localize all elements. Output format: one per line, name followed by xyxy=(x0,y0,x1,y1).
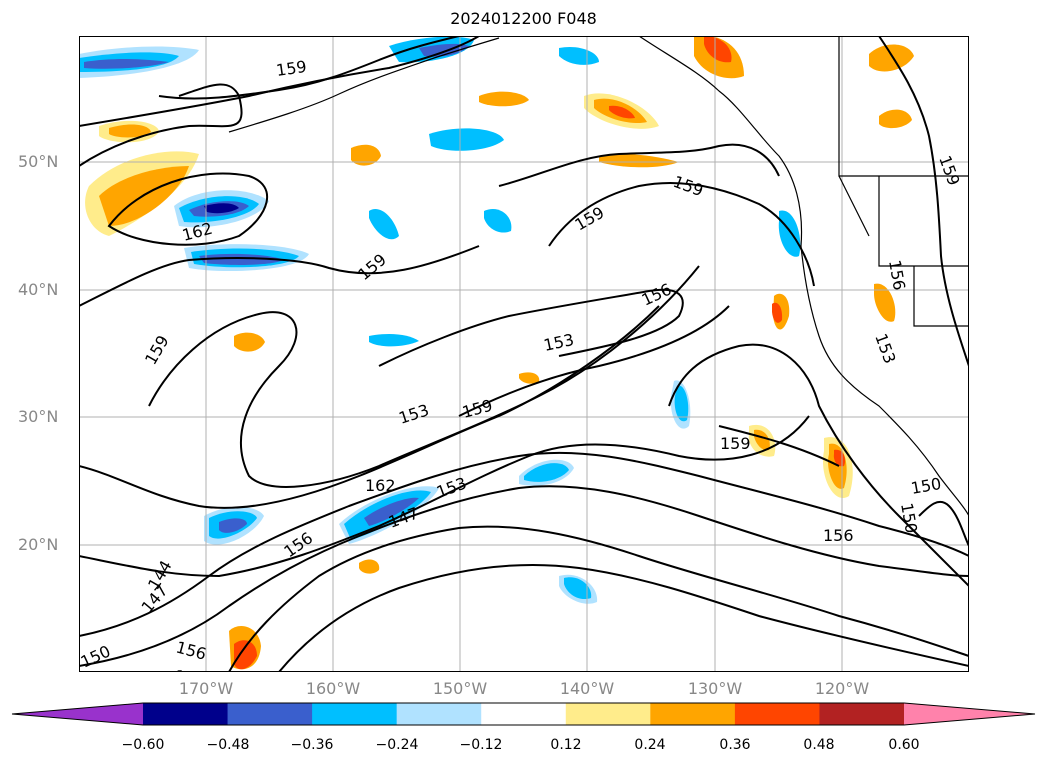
colorbar-tick: −0.60 xyxy=(121,737,165,753)
colorbar-segment xyxy=(312,703,398,725)
colorbar-tick: 0.12 xyxy=(550,737,582,753)
positive-anomaly-patch xyxy=(234,332,265,352)
positive-anomaly-patch xyxy=(599,154,679,168)
negative-anomaly-patch xyxy=(219,518,247,533)
positive-anomaly-patch xyxy=(479,91,529,107)
colorbar-tick: −0.24 xyxy=(375,737,419,753)
contour-label: 156 xyxy=(823,526,854,545)
positive-anomaly-patch xyxy=(234,640,257,670)
map-frame xyxy=(79,36,969,672)
positive-anomaly-patch xyxy=(754,429,770,451)
lon-label-160w: 160°W xyxy=(305,679,361,698)
negative-anomaly-patch xyxy=(778,210,801,257)
positive-anomaly-patch xyxy=(879,109,912,129)
colorbar-segments xyxy=(143,703,905,725)
positive-anomaly-patch xyxy=(109,124,151,138)
lat-label-50n: 50°N xyxy=(18,152,59,171)
lat-label-20n: 20°N xyxy=(18,535,59,554)
contour-label: 159 xyxy=(275,57,308,80)
negative-anomaly-patch xyxy=(429,128,504,151)
colorbar-segment xyxy=(734,703,820,725)
negative-anomaly-patch xyxy=(204,203,239,214)
negative-anomaly-patch xyxy=(199,253,284,265)
colorbar-segment xyxy=(565,703,651,725)
positive-anomaly-patch xyxy=(874,283,896,322)
lon-label-150w: 150°W xyxy=(432,679,488,698)
lat-label-30n: 30°N xyxy=(18,407,59,426)
positive-anomaly-patch xyxy=(772,302,783,323)
positive-anomaly-patch xyxy=(351,144,381,166)
colorbar-tick: 0.60 xyxy=(888,737,920,753)
positive-anomaly-patch xyxy=(519,372,540,384)
positive-anomaly-patch xyxy=(609,105,635,119)
negative-anomaly-patch xyxy=(564,577,592,600)
colorbar-segment xyxy=(143,703,229,725)
colorbar-extend-low xyxy=(12,703,143,725)
negative-anomaly-patch xyxy=(84,59,169,69)
lat-label-40n: 40°N xyxy=(18,280,59,299)
colorbar-tick: 0.36 xyxy=(719,737,751,753)
colorbar-segment xyxy=(396,703,482,725)
lon-label-130w: 130°W xyxy=(687,679,743,698)
colorbar-segment xyxy=(650,703,736,725)
positive-anomaly-patch xyxy=(359,559,380,574)
lon-label-170w: 170°W xyxy=(178,679,234,698)
anomaly-shading xyxy=(79,36,914,670)
negative-anomaly-patch xyxy=(484,208,512,233)
negative-anomaly-patch xyxy=(524,463,569,482)
contour-label: 162 xyxy=(365,476,396,495)
map-title: 2024012200 F048 xyxy=(450,9,597,28)
colorbar-tick: 0.24 xyxy=(634,737,666,753)
negative-anomaly-patch xyxy=(369,333,419,347)
map-panel: 159 162 159 159 159 159 156 153 153 159 … xyxy=(79,36,969,672)
negative-anomaly-patch xyxy=(559,46,599,65)
colorbar-tick: −0.36 xyxy=(290,737,334,753)
contour-label: 159 xyxy=(720,434,751,453)
colorbar xyxy=(11,702,1036,726)
colorbar-extend-high xyxy=(904,703,1035,725)
height-contours xyxy=(79,36,969,672)
positive-anomaly-patch xyxy=(704,36,732,63)
colorbar-segment xyxy=(227,703,313,725)
contour-label: 159 xyxy=(173,666,206,672)
colorbar-segment xyxy=(819,703,905,725)
lon-label-140w: 140°W xyxy=(559,679,615,698)
negative-anomaly-patch xyxy=(364,497,419,526)
coastlines xyxy=(228,36,969,517)
colorbar-tick: 0.48 xyxy=(803,737,835,753)
negative-anomaly-patch xyxy=(674,385,689,422)
colorbar-segment xyxy=(481,703,567,725)
colorbar-outline xyxy=(11,702,1036,726)
lon-label-120w: 120°W xyxy=(814,679,870,698)
colorbar-tick: −0.48 xyxy=(206,737,250,753)
gridlines xyxy=(79,36,969,672)
positive-anomaly-patch xyxy=(869,44,914,72)
negative-anomaly-patch xyxy=(369,208,399,240)
colorbar-tick: −0.12 xyxy=(459,737,503,753)
